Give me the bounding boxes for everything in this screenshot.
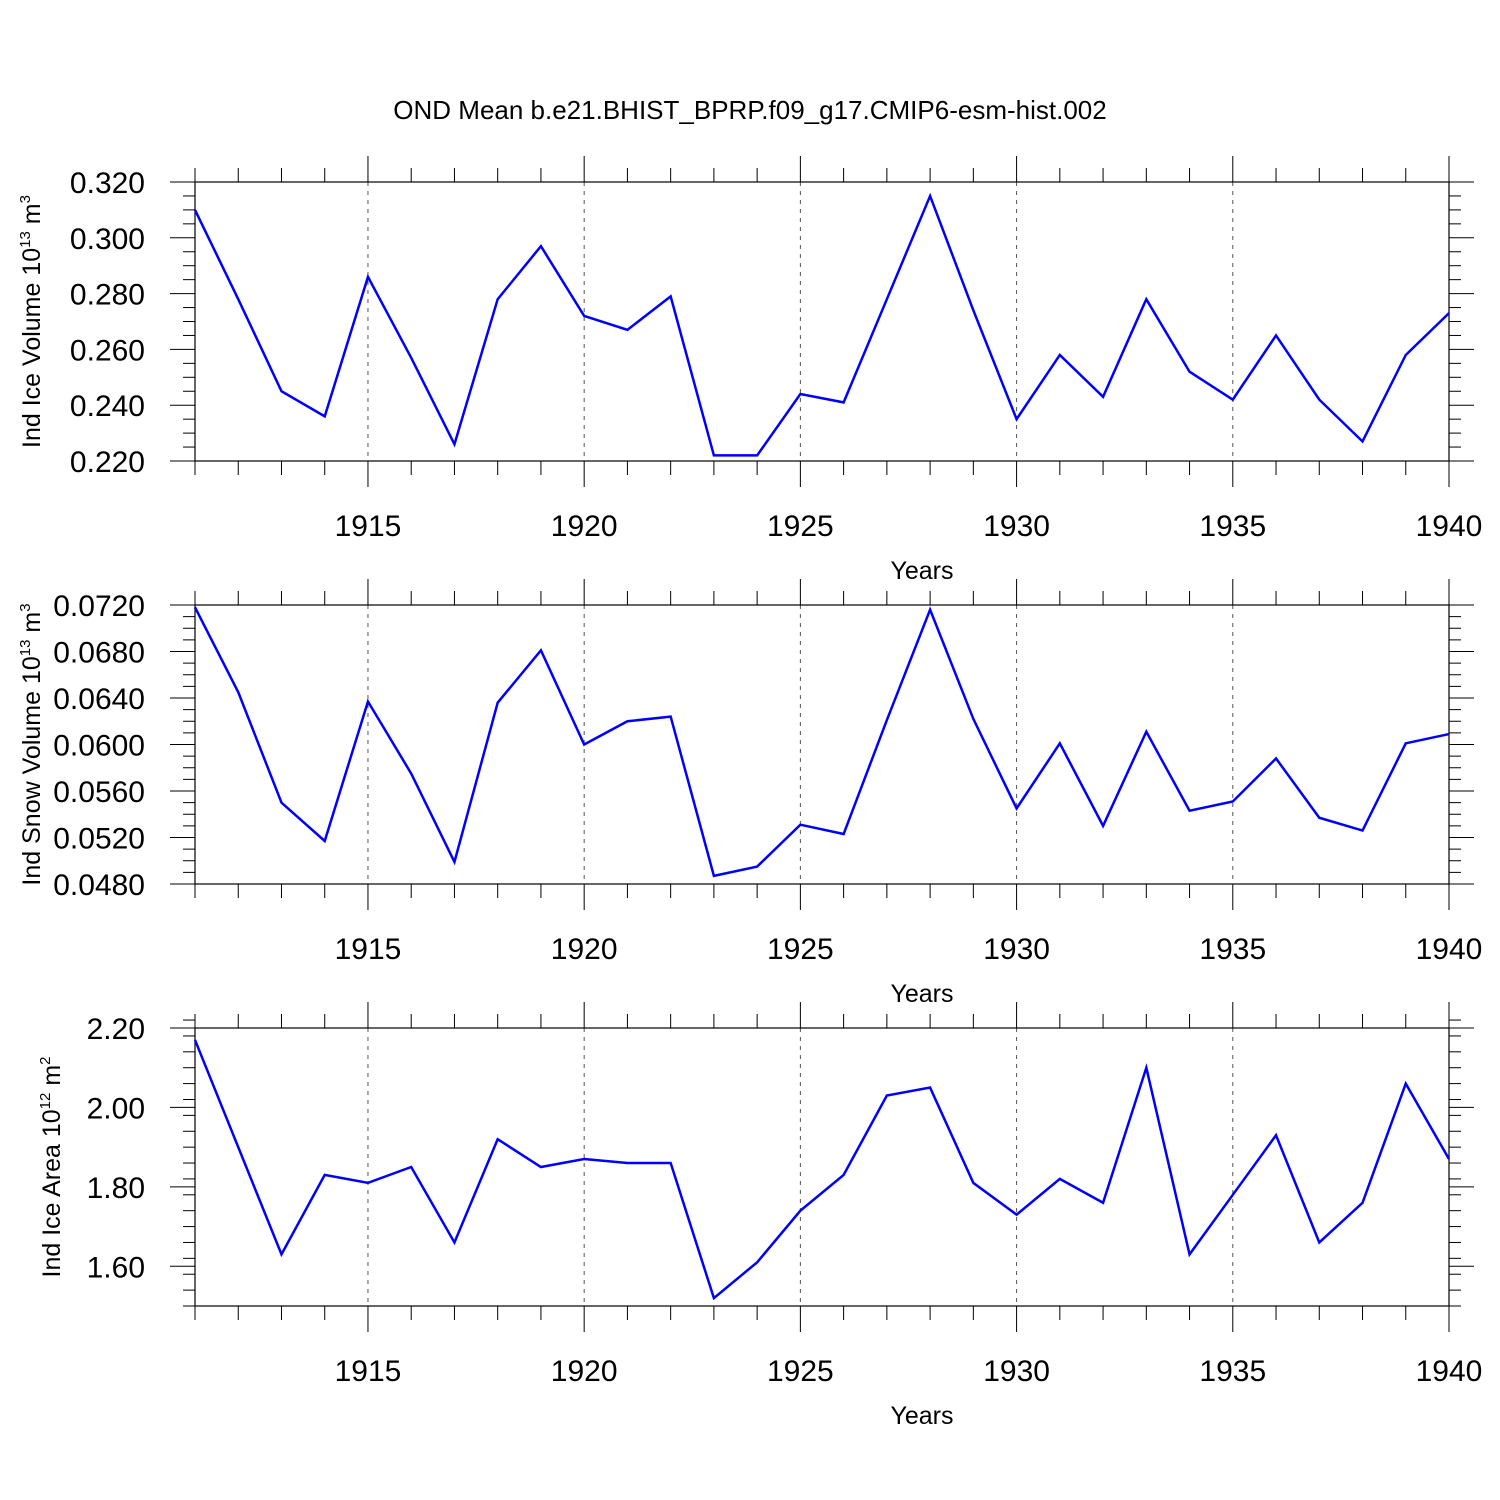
x-tick-label: 1920 [551, 1355, 618, 1388]
y-tick-label: 2.00 [87, 1092, 145, 1125]
y-tick-label: 2.20 [87, 1013, 145, 1046]
y-tick-label: 0.260 [70, 334, 145, 367]
x-tick-label: 1925 [767, 1355, 834, 1388]
x-tick-label: 1920 [551, 510, 618, 543]
x-tick-label: 1920 [551, 933, 618, 966]
series-line-snow-volume [193, 606, 1450, 878]
x-tick-label: 1915 [335, 933, 402, 966]
y-tick-label: 0.0480 [53, 869, 145, 902]
y-tick-label: 0.0680 [53, 637, 145, 670]
x-tick-label: 1935 [1199, 933, 1266, 966]
y-axis-label: Ind Ice Volume 1013 m3 [17, 195, 46, 448]
x-axis-label: Years [890, 557, 953, 585]
x-tick-label: 1935 [1199, 510, 1266, 543]
chart-title: OND Mean b.e21.BHIST_BPRP.f09_g17.CMIP6-… [393, 95, 1106, 125]
y-axis-label: Ind Snow Volume 1013 m3 [17, 603, 46, 885]
y-tick-label: 0.0520 [53, 823, 145, 856]
y-tick-label: 0.300 [70, 223, 145, 256]
y-tick-label: 0.0640 [53, 683, 145, 716]
x-tick-label: 1925 [767, 510, 834, 543]
y-tick-label: 0.0720 [53, 590, 145, 623]
panel-snow-volume: 0.0480 0.0520 0.0560 0.0600 0.0640 0.0680 0.07… [17, 579, 1482, 1008]
x-tick-label: 1915 [335, 510, 402, 543]
y-tick-label: 0.240 [70, 390, 145, 423]
x-tick-label: 1930 [983, 510, 1050, 543]
y-tick-label: 1.60 [87, 1251, 145, 1284]
chart-panels: 0.220 0.240 0.260 0.280 0.300 0.320 1915 1920 19… [17, 156, 1482, 1430]
y-tick-label: 0.320 [70, 167, 145, 200]
x-tick-label: 1940 [1416, 933, 1483, 966]
x-axis-label: Years [890, 980, 953, 1008]
x-tick-label: 1940 [1416, 1355, 1483, 1388]
x-tick-label: 1925 [767, 933, 834, 966]
x-tick-label: 1930 [983, 1355, 1050, 1388]
y-tick-label: 0.280 [70, 279, 145, 312]
y-tick-label: 0.0560 [53, 776, 145, 809]
x-tick-label: 1930 [983, 933, 1050, 966]
y-tick-label: 0.220 [70, 446, 145, 479]
panel-ice-area: 1.60 1.80 2.00 2.20 1915 1920 1925 1930 1935 1940… [37, 1002, 1482, 1430]
plot-frame [194, 181, 1450, 462]
x-tick-label: 1940 [1416, 510, 1483, 543]
y-tick-label: 0.0600 [53, 730, 145, 763]
panel-ice-volume: 0.220 0.240 0.260 0.280 0.300 0.320 1915 1920 19… [17, 156, 1482, 585]
plot-frame [194, 604, 1450, 885]
x-tick-label: 1915 [335, 1355, 402, 1388]
series-line-ice-volume [193, 192, 1450, 457]
x-tick-label: 1935 [1199, 1355, 1266, 1388]
y-tick-label: 1.80 [87, 1172, 145, 1205]
y-axis-label: Ind Ice Area 1012 m2 [37, 1057, 66, 1278]
x-axis-label: Years [890, 1402, 953, 1430]
plot-frame [194, 1027, 1450, 1307]
series-line-ice-area [193, 1039, 1451, 1301]
